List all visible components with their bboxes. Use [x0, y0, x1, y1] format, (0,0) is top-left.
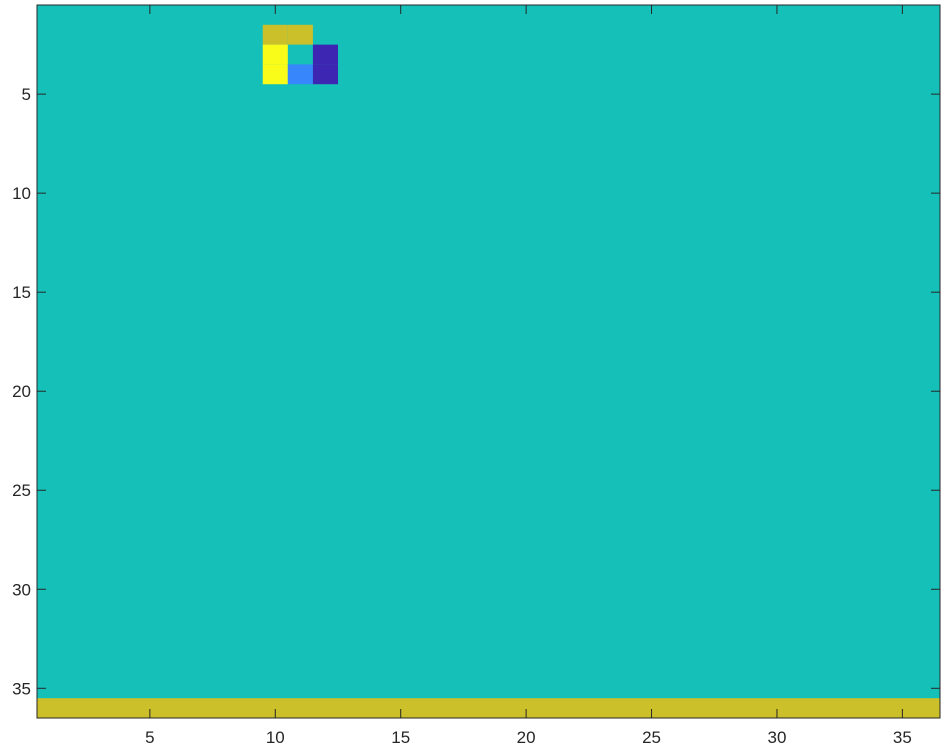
- x-tick-label: 30: [767, 728, 786, 747]
- heatmap-cell: [262, 44, 288, 65]
- x-tick-label: 35: [893, 728, 912, 747]
- y-tick-label: 30: [12, 580, 31, 599]
- x-tick-label: 20: [517, 728, 536, 747]
- x-tick-label: 15: [391, 728, 410, 747]
- heatmap-band: [37, 698, 940, 718]
- heatmap-cell: [262, 24, 288, 45]
- heatmap-cell: [312, 64, 338, 85]
- axis-tick-labels: 5 10 15 20 25 30 35 5 10 15 20 25 30 35: [12, 85, 912, 747]
- y-tick-label: 25: [12, 481, 31, 500]
- axes-box: [36, 4, 941, 719]
- plot-area: [37, 5, 940, 718]
- y-tick-label: 20: [12, 382, 31, 401]
- axis-ticks: [37, 5, 940, 718]
- y-tick-label: 5: [22, 85, 31, 104]
- heatmap-cell: [312, 44, 338, 65]
- heatmap-background: [37, 5, 940, 718]
- y-tick-label: 15: [12, 283, 31, 302]
- y-tick-label: 35: [12, 679, 31, 698]
- x-tick-label: 25: [642, 728, 661, 747]
- x-tick-label: 10: [266, 728, 285, 747]
- heatmap-cell: [262, 64, 288, 85]
- heatmap-cell: [287, 64, 313, 85]
- y-tick-label: 10: [12, 184, 31, 203]
- heatmap-cell: [287, 24, 313, 45]
- x-tick-label: 5: [145, 728, 154, 747]
